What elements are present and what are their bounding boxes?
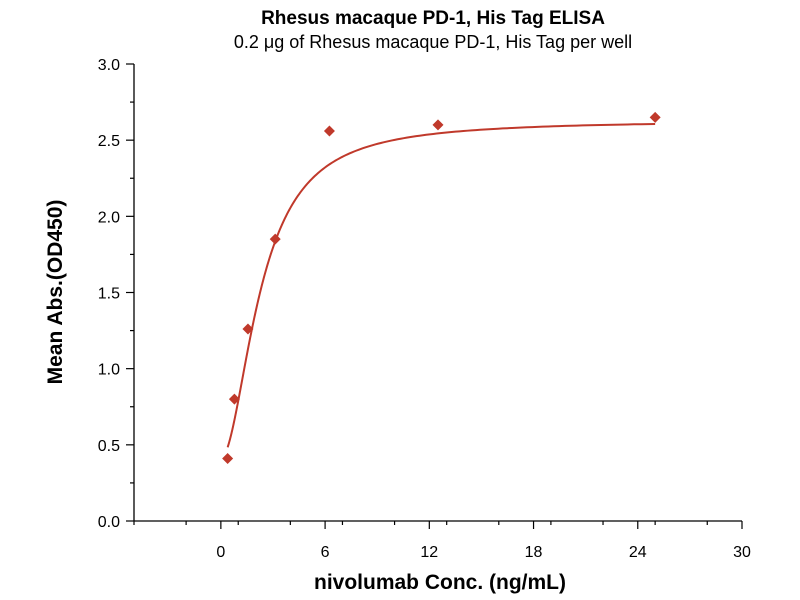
x-tick-label: 0 [216, 544, 225, 561]
data-point [222, 453, 234, 465]
y-tick-label: 2.0 [98, 209, 120, 226]
x-tick-label: 12 [420, 544, 438, 561]
y-tick-label: 0.5 [98, 438, 120, 455]
y-axis-label: Mean Abs.(OD450) [44, 200, 67, 385]
y-tick-label: 1.5 [98, 286, 120, 303]
chart-subtitle: 0.2 μg of Rhesus macaque PD-1, His Tag p… [234, 32, 632, 52]
data-point [269, 233, 281, 245]
x-tick-label: 18 [525, 544, 543, 561]
y-tick-label: 0.0 [98, 514, 120, 531]
chart-title: Rhesus macaque PD-1, His Tag ELISA [261, 8, 605, 29]
data-point [649, 111, 661, 123]
series-group [222, 111, 661, 465]
x-tick-label: 6 [321, 544, 330, 561]
data-point [432, 119, 444, 131]
y-tick-label: 2.5 [98, 133, 120, 150]
data-point [228, 393, 240, 405]
x-axis-label: nivolumab Conc. (ng/mL) [314, 571, 566, 594]
y-tick-label: 3.0 [98, 57, 120, 74]
x-ticks: 0 6 12 18 24 30 [133, 521, 751, 561]
x-tick-label: 30 [733, 544, 751, 561]
data-point [242, 323, 254, 335]
fit-curve [226, 122, 656, 448]
y-ticks: 0.0 0.5 1.0 1.5 2.0 2.5 3.0 [98, 57, 134, 531]
x-tick-label: 24 [629, 544, 647, 561]
data-point [323, 125, 335, 137]
y-tick-label: 1.0 [98, 362, 120, 379]
